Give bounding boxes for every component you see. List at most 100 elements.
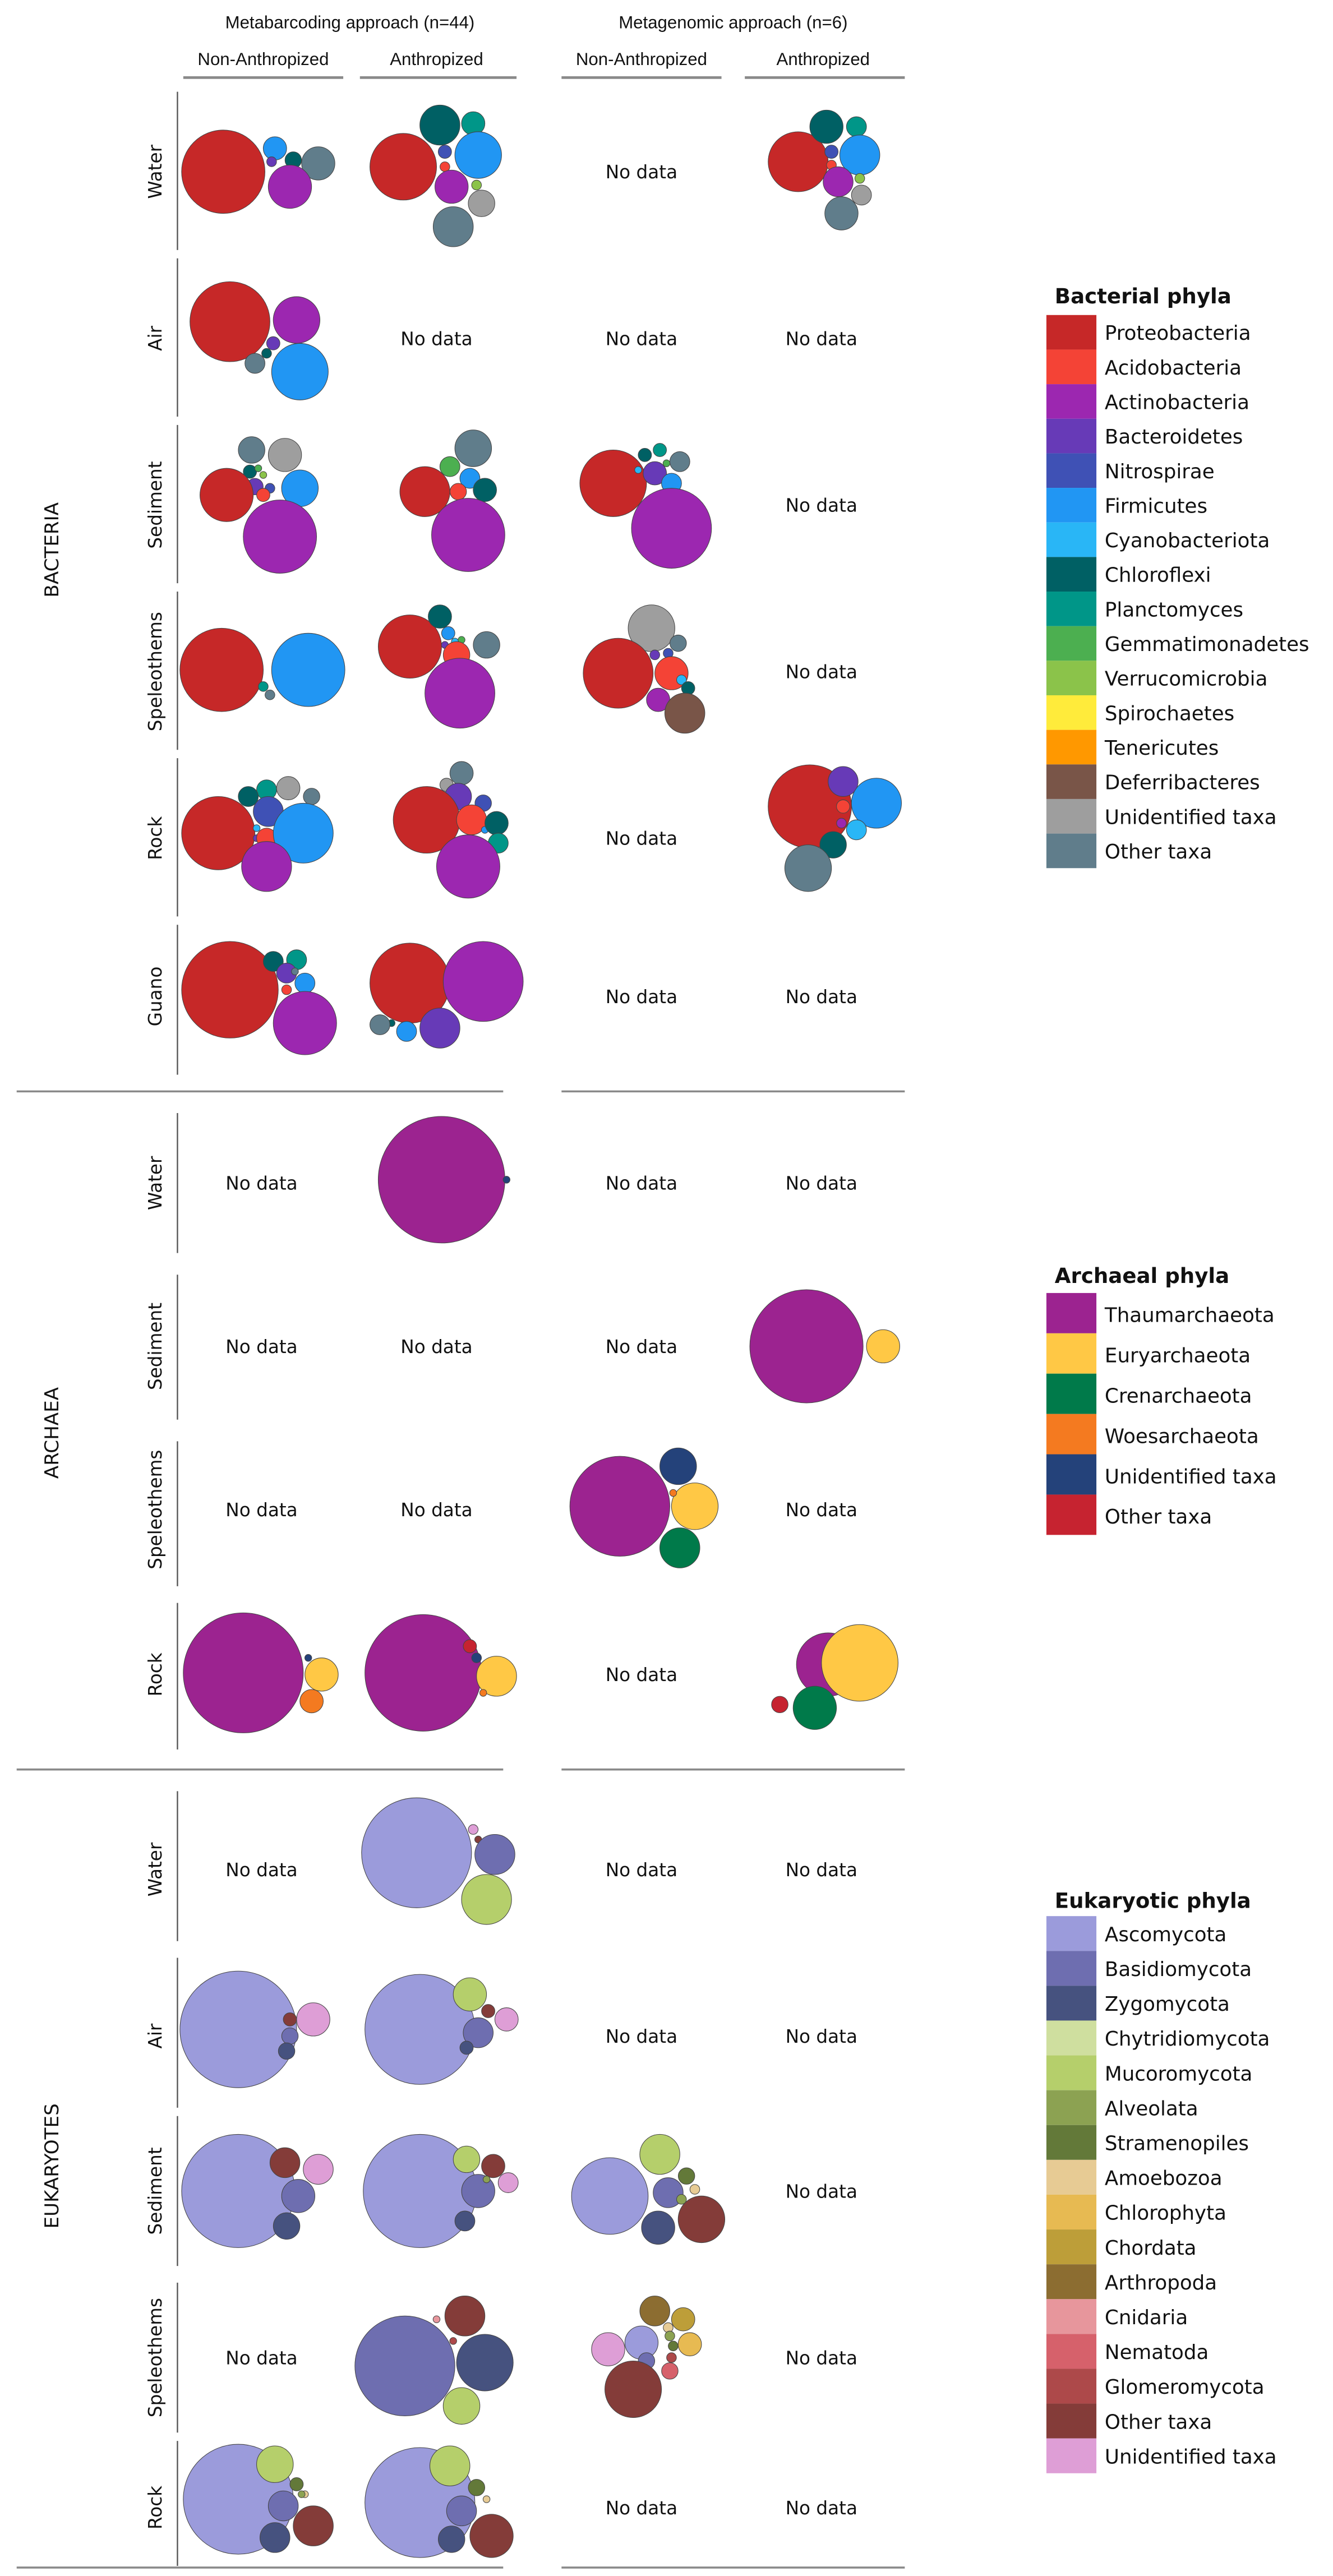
column-header: Anthropized xyxy=(390,49,483,69)
bubble-arthropoda: Arthropoda: 5.6 xyxy=(639,2296,670,2326)
bubble-proteobacteria: Proteobacteria: 43.3 xyxy=(181,130,265,214)
cell-non-anthropized-metabarcoding: Ascomycota: 75.4Mucoromycota: 8.4Stramen… xyxy=(183,2444,334,2555)
no-data-label: No data xyxy=(786,986,857,1008)
cell-anthropized-metabarcoding: Ascomycota: 75.4Mucoromycota: 6.9Other t… xyxy=(365,1974,519,2085)
legend-item-other-taxa: Other taxa xyxy=(1046,2403,1212,2439)
cell-anthropized-metagenomic: No data xyxy=(786,986,857,1008)
legend-swatch xyxy=(1046,2090,1097,2125)
bubble-firmicutes: Firmicutes: 2.5 xyxy=(459,468,481,489)
bubble-actinobacteria: Actinobacteria: 33.5 xyxy=(243,500,317,574)
bubble-cyanobacteriota: Cyanobacteriota: 0.3 xyxy=(252,824,261,832)
bubble-basidiomycota: Basidiomycota: 5.6 xyxy=(446,2495,477,2527)
cell-anthropized-metagenomic: No data xyxy=(786,2026,857,2047)
legend-swatch xyxy=(1046,1916,1097,1951)
bubble-euryarchaeota: Euryarchaeota: 13.6 xyxy=(671,1483,719,1530)
legend-label: Zygomycota xyxy=(1105,1993,1230,2016)
bubble-zygomycota: Zygomycota: 1.1 xyxy=(459,2041,474,2055)
cell-anthropized-metagenomic: No data xyxy=(786,1173,857,1194)
legend-swatch xyxy=(1046,418,1097,454)
legend-swatch xyxy=(1046,2299,1097,2334)
bubble-verrucomicrobia: Verrucomicrobia: 0.3 xyxy=(259,471,267,479)
no-data-label: No data xyxy=(786,1499,857,1521)
cell-non-anthropized-metagenomic: No data xyxy=(606,161,677,183)
bubble-other-taxa: Other taxa: 1.1 xyxy=(463,1639,477,1654)
legend-label: Euryarchaeota xyxy=(1105,1345,1251,1368)
row-sediment: Sediment Other taxa: 4.4Unidentified taxa… xyxy=(145,424,857,584)
no-data-label: No data xyxy=(606,2026,677,2047)
cell-anthropized-metagenomic: No data xyxy=(786,2347,857,2369)
cell-anthropized-metabarcoding: No data xyxy=(400,1336,472,1358)
row-rock: Rock Ascomycota: 75.4Mucoromycota: 8.4Str… xyxy=(145,2441,857,2566)
cell-non-anthropized-metagenomic: No data xyxy=(606,986,677,1008)
legend-item-cnidaria: Cnidaria xyxy=(1046,2299,1188,2334)
bubble-bacteroidetes: Bacteroidetes: 0.6 xyxy=(649,649,660,661)
legend-item-chloroflexi: Chloroflexi xyxy=(1046,557,1211,592)
row-label: Sediment xyxy=(145,2147,166,2235)
bubble-proteobacteria: Proteobacteria: 30.5 xyxy=(583,638,654,709)
bubble-ascomycota: Ascomycota: 84.8 xyxy=(179,1970,297,2088)
bubble-firmicutes: Firmicutes: 20 xyxy=(271,343,329,400)
cell-non-anthropized-metabarcoding: Ascomycota: 80Other taxa: 5.6Unidentifie… xyxy=(181,2134,334,2248)
bubble-proteobacteria: Proteobacteria: 33.5 xyxy=(181,796,256,870)
legend-item-basidiomycota: Basidiomycota xyxy=(1046,1951,1252,1986)
legend-item-other-taxa: Other taxa xyxy=(1046,1494,1212,1535)
cell-anthropized-metabarcoding: Proteobacteria: 39.9Actinobacteria: 39.9… xyxy=(370,941,524,1049)
cell-anthropized-metagenomic: No data xyxy=(786,1499,857,1521)
bubble-planctomyces: Planctomyces: 1.1 xyxy=(653,443,667,457)
legend-item-glomeromycota: Glomeromycota xyxy=(1046,2369,1265,2404)
bubble-thaumarchaeota: Thaumarchaeota: 80 xyxy=(749,1289,864,1404)
legend-swatch xyxy=(1046,1373,1097,1414)
approach-header-metabarcoding: Metabarcoding approach (n=44) xyxy=(225,13,475,33)
legend-label: Other taxa xyxy=(1105,841,1212,864)
bubble-unidentified-taxa: Unidentified taxa: 2.5 xyxy=(497,2172,519,2193)
legend-label: Glomeromycota xyxy=(1105,2376,1265,2399)
legend-swatch xyxy=(1046,2125,1097,2160)
row-label: Rock xyxy=(145,816,166,860)
bubble-acidobacteria: Acidobacteria: 1.1 xyxy=(256,488,270,502)
bubble-ascomycota: Ascomycota: 36.6 xyxy=(571,2157,649,2235)
no-data-label: No data xyxy=(606,161,677,183)
bubble-actinobacteria: Actinobacteria: 39.9 xyxy=(442,941,524,1022)
bubble-other-taxa: Other taxa: 5.6 xyxy=(269,2147,301,2178)
bubble-actinobacteria: Actinobacteria: 0.6 xyxy=(836,818,847,829)
bubble-nitrospirae: Nitrospirae: 1.1 xyxy=(437,145,452,159)
legend-item-bacteroidetes: Bacteroidetes xyxy=(1046,418,1243,454)
legend-item-crenarchaeota: Crenarchaeota xyxy=(1046,1373,1252,1414)
bubble-woesarchaeota: Woesarchaeota: 0.3 xyxy=(669,1489,677,1497)
legend-swatch xyxy=(1046,384,1097,419)
bubble-proteobacteria: Proteobacteria: 58.2 xyxy=(181,941,279,1038)
legend-swatch xyxy=(1046,2194,1097,2230)
row-label: Rock xyxy=(145,1652,166,1696)
cell-anthropized-metabarcoding: Ascomycota: 80Mucoromycota: 4.4Other tax… xyxy=(363,2134,519,2248)
cell-non-anthropized-metagenomic: No data xyxy=(606,1336,677,1358)
legend-title: Archaeal phyla xyxy=(1055,1264,1229,1288)
legend-item-euryarchaeota: Euryarchaeota xyxy=(1046,1333,1251,1374)
bubble-other-taxa: Other taxa: 0.3 xyxy=(291,967,299,976)
column-header: Anthropized xyxy=(777,49,870,69)
legend-swatch xyxy=(1046,315,1097,350)
bubble-bacteroidetes: Bacteroidetes: 3.4 xyxy=(643,461,667,486)
legend-swatch xyxy=(1046,2438,1097,2473)
no-data-label: No data xyxy=(225,2347,297,2369)
bubble-firmicutes: Firmicutes: 3.4 xyxy=(262,136,287,161)
bubble-deferribacteres: Deferribacteres: 10 xyxy=(664,693,705,734)
bubble-firmicutes: Firmicutes: 13.6 xyxy=(454,131,502,179)
bubble-zygomycota: Zygomycota: 2.5 xyxy=(454,2210,476,2232)
bubble-other-taxa: Other taxa: 0.6 xyxy=(265,689,275,700)
legend-swatch xyxy=(1046,626,1097,661)
section-bacteria: BACTERIAWaterProteobacteria: 43.3Firmicu… xyxy=(16,91,905,1093)
bubble-proteobacteria: Proteobacteria: 39.9 xyxy=(190,281,270,362)
bubble-other-taxa: Other taxa: 13.6 xyxy=(784,844,832,892)
cell-non-anthropized-metagenomic: Thaumarchaeota: 62.3Unidentified taxa: 8… xyxy=(569,1447,719,1568)
row-guano: Guano Proteobacteria: 58.2Chloroflexi: 2.… xyxy=(145,925,857,1075)
no-data-label: No data xyxy=(786,328,857,349)
legend-item-zygomycota: Zygomycota xyxy=(1046,1986,1230,2021)
bubble-planctomyces: Planctomyces: 0.6 xyxy=(258,681,269,692)
legend-label: Woesarchaeota xyxy=(1105,1425,1259,1448)
bubble-other-taxa: Other taxa: 4.4 xyxy=(473,631,500,659)
cell-anthropized-metabarcoding: No data xyxy=(400,328,472,349)
legend-swatch xyxy=(1046,453,1097,488)
section-label: ARCHAEA xyxy=(41,1387,63,1479)
legend-label: Unidentified taxa xyxy=(1105,806,1277,829)
bubble-other-taxa: Other taxa: 10 xyxy=(432,206,474,247)
